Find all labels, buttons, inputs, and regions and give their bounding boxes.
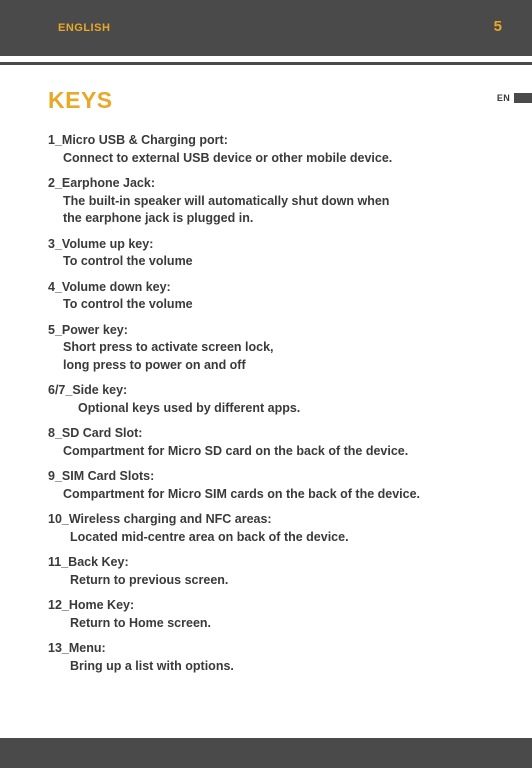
key-item: 11_Back Key:Return to previous screen. <box>48 554 484 589</box>
key-item-label: 4_Volume down key: <box>48 279 484 297</box>
section-title: KEYS <box>48 87 484 114</box>
key-item: 6/7_Side key:Optional keys used by diffe… <box>48 382 484 417</box>
language-tab: EN <box>497 93 532 103</box>
key-item-description: To control the volume <box>48 296 484 314</box>
key-item-description: Return to Home screen. <box>48 615 484 633</box>
key-item: 10_Wireless charging and NFC areas:Locat… <box>48 511 484 546</box>
key-item-description: Located mid-centre area on back of the d… <box>48 529 484 547</box>
key-item-label: 12_Home Key: <box>48 597 484 615</box>
key-item-label: 13_Menu: <box>48 640 484 658</box>
page-header: ENGLISH 5 <box>0 0 532 56</box>
key-item: 12_Home Key:Return to Home screen. <box>48 597 484 632</box>
key-item: 1_Micro USB & Charging port:Connect to e… <box>48 132 484 167</box>
key-item-label: 1_Micro USB & Charging port: <box>48 132 484 150</box>
key-item: 4_Volume down key:To control the volume <box>48 279 484 314</box>
key-item: 9_SIM Card Slots:Compartment for Micro S… <box>48 468 484 503</box>
key-item-description: Return to previous screen. <box>48 572 484 590</box>
key-item-label: 11_Back Key: <box>48 554 484 572</box>
header-language: ENGLISH <box>58 22 110 34</box>
key-item-label: 10_Wireless charging and NFC areas: <box>48 511 484 529</box>
page-footer <box>0 738 532 768</box>
key-item-description: Compartment for Micro SD card on the bac… <box>48 443 484 461</box>
key-item: 13_Menu:Bring up a list with options. <box>48 640 484 675</box>
key-item-label: 2_Earphone Jack: <box>48 175 484 193</box>
key-item-description: The built-in speaker will automatically … <box>48 193 484 228</box>
key-item: 3_Volume up key:To control the volume <box>48 236 484 271</box>
key-item-description: Connect to external USB device or other … <box>48 150 484 168</box>
key-item-label: 9_SIM Card Slots: <box>48 468 484 486</box>
language-tab-block <box>514 93 532 103</box>
key-item-description: Bring up a list with options. <box>48 658 484 676</box>
key-item-description: Optional keys used by different apps. <box>48 400 484 418</box>
key-item-label: 3_Volume up key: <box>48 236 484 254</box>
page-content: EN KEYS 1_Micro USB & Charging port:Conn… <box>0 65 532 675</box>
key-item-description: Short press to activate screen lock, lon… <box>48 339 484 374</box>
items-list: 1_Micro USB & Charging port:Connect to e… <box>48 132 484 675</box>
language-tab-label: EN <box>497 93 510 103</box>
key-item-label: 8_SD Card Slot: <box>48 425 484 443</box>
key-item-label: 6/7_Side key: <box>48 382 484 400</box>
key-item: 2_Earphone Jack:The built-in speaker wil… <box>48 175 484 228</box>
key-item: 5_Power key:Short press to activate scre… <box>48 322 484 375</box>
key-item: 8_SD Card Slot:Compartment for Micro SD … <box>48 425 484 460</box>
header-page-number: 5 <box>494 18 502 35</box>
key-item-description: To control the volume <box>48 253 484 271</box>
key-item-description: Compartment for Micro SIM cards on the b… <box>48 486 484 504</box>
key-item-label: 5_Power key: <box>48 322 484 340</box>
